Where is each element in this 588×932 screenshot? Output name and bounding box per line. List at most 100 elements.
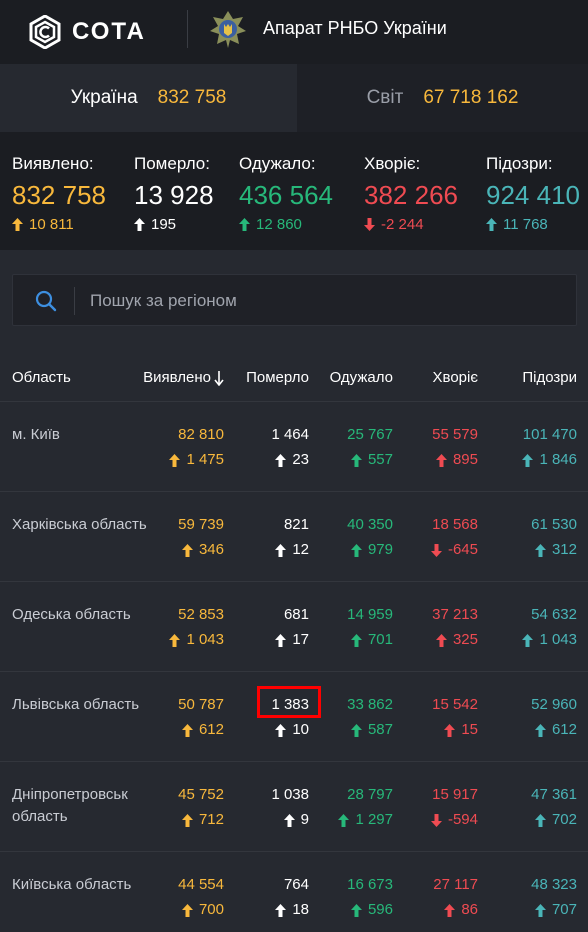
- stat-delta: 10 811: [12, 216, 106, 233]
- cell-detected: 44 554 700: [178, 874, 224, 921]
- table-body: м. Київ 82 810 1 475 1 464 23 25 767 557…: [0, 402, 588, 932]
- cell-suspect-delta-value: 707: [551, 901, 577, 918]
- cell-suspect-value: 47 361: [531, 786, 577, 803]
- table-row[interactable]: Одеська область 52 853 1 043 681 17 14 9…: [0, 582, 588, 672]
- cell-sick: 15 542 15: [432, 694, 478, 741]
- column-header-recovered[interactable]: Одужало: [329, 369, 393, 386]
- cell-dead-delta: 23: [271, 449, 309, 471]
- column-header-suspect[interactable]: Підозри: [522, 369, 577, 386]
- stat-value: 924 410: [486, 180, 580, 210]
- cell-sick-delta: 86: [433, 899, 478, 921]
- cell-recovered-value: 40 350: [347, 516, 393, 533]
- stat-label: Хворіє:: [364, 154, 421, 173]
- cell-dead-delta-value: 18: [292, 901, 309, 918]
- arrow-up-icon: [169, 453, 181, 467]
- cell-sick-delta-value: 895: [452, 451, 478, 468]
- arrow-up-icon: [275, 903, 287, 917]
- stat-detected: Виявлено: 832 758 10 811: [12, 154, 106, 233]
- cell-sick: 15 917 -594: [430, 784, 478, 831]
- cell-sick-delta: 15: [432, 719, 478, 741]
- cell-suspect: 101 470 1 846: [522, 424, 577, 471]
- table-row[interactable]: Харківська область 59 739 346 821 12 40 …: [0, 492, 588, 582]
- search-input[interactable]: [90, 288, 560, 314]
- search-icon[interactable]: [35, 290, 57, 312]
- cell-detected: 52 853 1 043: [169, 604, 224, 651]
- tab-world[interactable]: Світ 67 718 162: [297, 64, 588, 132]
- table-row[interactable]: Дніпропетровськ область 45 752 712 1 038…: [0, 762, 588, 852]
- tab-label: Світ: [366, 87, 404, 108]
- cell-dead-value: 1 464: [271, 426, 309, 443]
- arrow-up-icon: [350, 723, 362, 737]
- cell-suspect-delta-value: 312: [551, 541, 577, 558]
- cell-sick-value: 15 542: [432, 696, 478, 713]
- cell-detected-value: 52 853: [178, 606, 224, 623]
- arrow-down-icon: [430, 813, 442, 827]
- arrow-up-icon: [435, 453, 447, 467]
- sota-logo[interactable]: СОТА: [28, 15, 146, 49]
- arrow-up-icon: [181, 903, 193, 917]
- cell-detected-delta-value: 712: [198, 811, 224, 828]
- cell-detected-value: 59 739: [178, 516, 224, 533]
- cell-suspect-delta: 707: [531, 899, 577, 921]
- column-header-sick[interactable]: Хворіє: [432, 369, 478, 386]
- column-header-dead[interactable]: Померло: [246, 369, 309, 386]
- stat-delta-value: 12 860: [256, 216, 302, 233]
- cell-dead-delta: 12: [275, 539, 309, 561]
- arrow-up-icon: [275, 633, 287, 647]
- stat-delta: 195: [134, 216, 214, 233]
- rnbo-emblem-icon: [210, 11, 246, 48]
- cell-sick-value: 27 117: [433, 876, 478, 893]
- table-row[interactable]: Львівська область 50 787 612 1 383 10 33…: [0, 672, 588, 762]
- region-name: Львівська область: [12, 696, 140, 713]
- arrow-up-icon: [239, 218, 250, 231]
- table-row[interactable]: м. Київ 82 810 1 475 1 464 23 25 767 557…: [0, 402, 588, 492]
- cell-dead-value: 1 383: [271, 696, 309, 713]
- cell-recovered: 25 767 557: [347, 424, 393, 471]
- cell-dead-value: 764: [283, 876, 309, 893]
- cell-detected-delta: 1 475: [169, 449, 224, 471]
- cell-recovered-delta: 701: [347, 629, 393, 651]
- cell-suspect: 61 530 312: [531, 514, 577, 561]
- stat-suspect: Підозри: 924 410 11 768: [486, 154, 580, 233]
- arrow-up-icon: [338, 813, 350, 827]
- column-header-detected-label: Виявлено: [143, 369, 211, 386]
- arrow-down-icon: [364, 218, 375, 231]
- cell-detected: 50 787 612: [178, 694, 224, 741]
- cell-suspect-value: 101 470: [522, 426, 577, 443]
- cell-sick: 27 117 86: [433, 874, 478, 921]
- tab-ukraine[interactable]: Україна 832 758: [0, 64, 297, 132]
- cell-suspect-delta-value: 612: [551, 721, 577, 738]
- arrow-up-icon: [444, 723, 456, 737]
- cell-detected-delta-value: 612: [198, 721, 224, 738]
- cell-detected-delta-value: 1 475: [186, 451, 224, 468]
- tab-value: 832 758: [157, 87, 227, 108]
- arrow-up-icon: [444, 903, 456, 917]
- stat-delta-value: 10 811: [29, 216, 74, 233]
- column-header-detected[interactable]: Виявлено: [143, 369, 224, 386]
- table-row[interactable]: Київська область 44 554 700 764 18 16 67…: [0, 852, 588, 932]
- arrow-up-icon: [283, 813, 295, 827]
- cell-suspect-value: 48 323: [531, 876, 577, 893]
- cell-sick: 55 579 895: [432, 424, 478, 471]
- arrow-up-icon: [169, 633, 181, 647]
- cell-sick-value: 55 579: [432, 426, 478, 443]
- cell-recovered: 33 862 587: [347, 694, 393, 741]
- cell-detected-delta: 700: [178, 899, 224, 921]
- arrow-up-icon: [435, 633, 447, 647]
- cell-dead-delta: 9: [271, 809, 309, 831]
- stat-value: 382 266: [364, 180, 458, 210]
- cell-suspect-delta: 702: [531, 809, 577, 831]
- sota-logo-icon: [29, 15, 61, 49]
- region-name: Київська область: [12, 876, 132, 893]
- stat-label: Виявлено:: [12, 154, 94, 173]
- cell-recovered-value: 16 673: [347, 876, 393, 893]
- stat-label: Одужало:: [239, 154, 316, 173]
- search-box[interactable]: [12, 274, 577, 326]
- cell-suspect-delta: 1 043: [522, 629, 577, 651]
- country-tabs: Україна 832 758 Світ 67 718 162: [0, 64, 588, 132]
- cell-suspect: 48 323 707: [531, 874, 577, 921]
- cell-detected: 59 739 346: [178, 514, 224, 561]
- cell-sick-delta: -594: [430, 809, 478, 831]
- cell-dead-delta: 18: [275, 899, 309, 921]
- search-section: [0, 250, 588, 352]
